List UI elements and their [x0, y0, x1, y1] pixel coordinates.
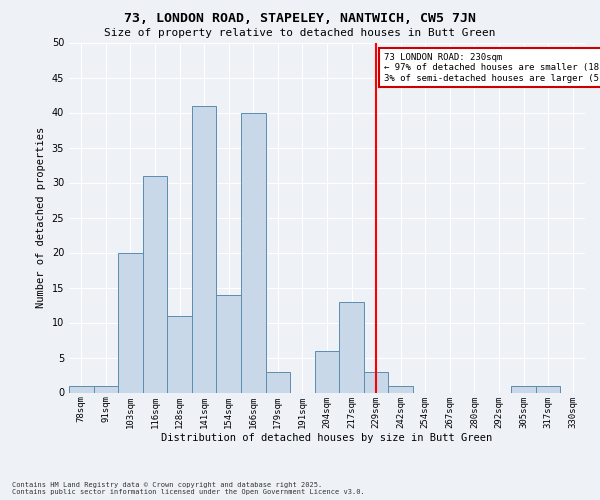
Bar: [339, 302, 364, 392]
Bar: [217, 294, 241, 392]
Bar: [536, 386, 560, 392]
Text: Size of property relative to detached houses in Butt Green: Size of property relative to detached ho…: [104, 28, 496, 38]
Bar: [192, 106, 217, 393]
Bar: [388, 386, 413, 392]
Bar: [315, 350, 339, 393]
Bar: [511, 386, 536, 392]
Bar: [364, 372, 388, 392]
Bar: [69, 386, 94, 392]
Text: Contains HM Land Registry data © Crown copyright and database right 2025.
Contai: Contains HM Land Registry data © Crown c…: [12, 482, 365, 495]
Bar: [266, 372, 290, 392]
Bar: [167, 316, 192, 392]
Bar: [241, 112, 266, 392]
Y-axis label: Number of detached properties: Number of detached properties: [36, 127, 46, 308]
Bar: [94, 386, 118, 392]
Bar: [118, 252, 143, 392]
Bar: [143, 176, 167, 392]
Text: 73 LONDON ROAD: 230sqm
← 97% of detached houses are smaller (181)
3% of semi-det: 73 LONDON ROAD: 230sqm ← 97% of detached…: [383, 53, 600, 83]
X-axis label: Distribution of detached houses by size in Butt Green: Distribution of detached houses by size …: [161, 433, 493, 443]
Text: 73, LONDON ROAD, STAPELEY, NANTWICH, CW5 7JN: 73, LONDON ROAD, STAPELEY, NANTWICH, CW5…: [124, 12, 476, 24]
